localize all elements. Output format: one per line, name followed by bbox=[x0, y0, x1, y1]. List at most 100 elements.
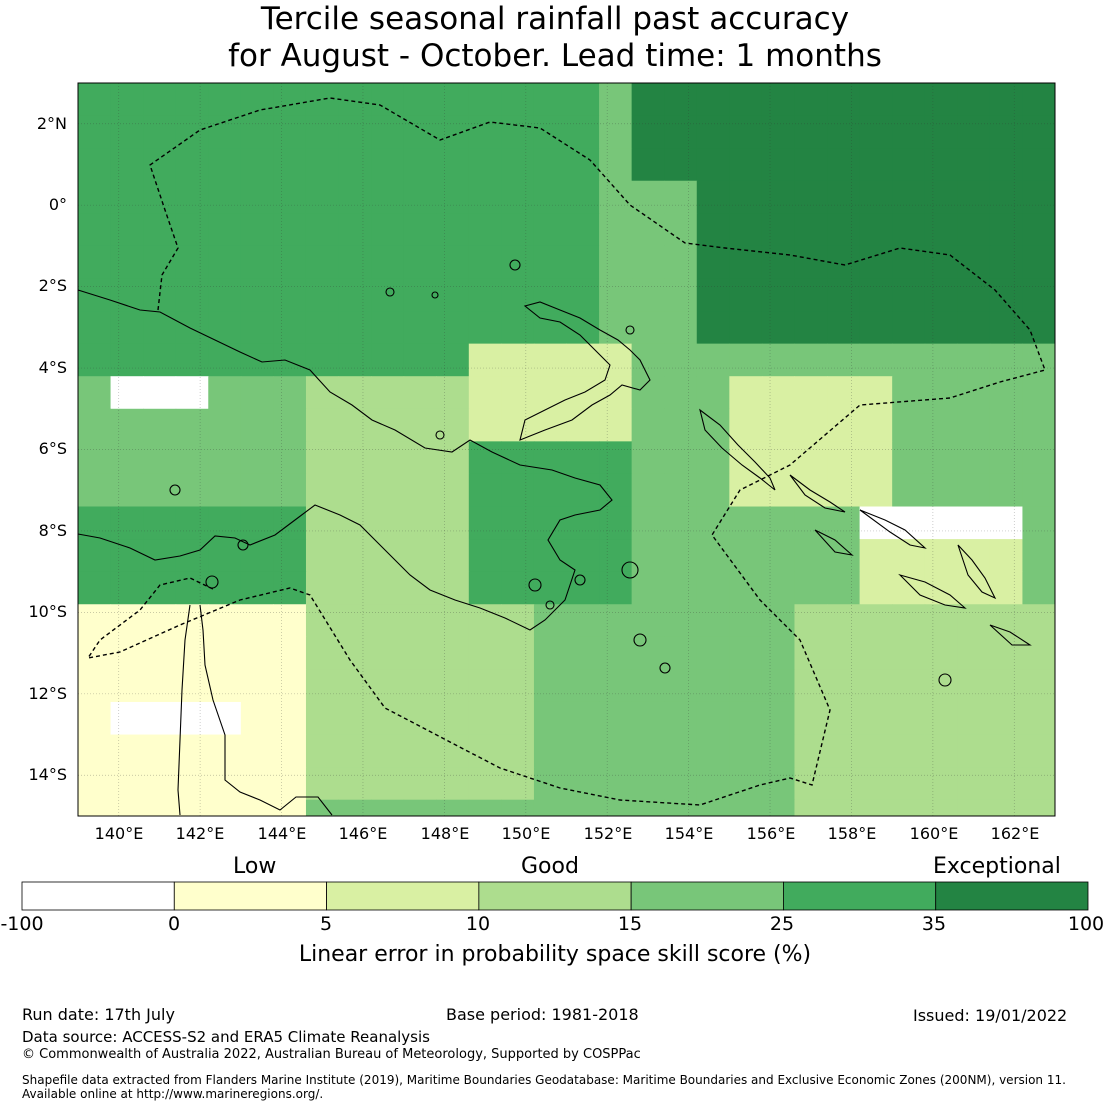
skill-cell bbox=[957, 278, 991, 312]
skill-cell bbox=[371, 734, 405, 768]
skill-cell bbox=[794, 115, 828, 149]
skill-cell bbox=[892, 767, 926, 801]
skill-cell bbox=[794, 376, 828, 410]
skill-cell bbox=[240, 408, 274, 442]
skill-cell bbox=[338, 441, 372, 475]
skill-cell bbox=[305, 213, 340, 247]
skill-cell bbox=[892, 473, 926, 508]
skill-cell bbox=[794, 767, 828, 801]
skill-cell bbox=[110, 799, 144, 817]
skill-cell bbox=[892, 311, 926, 345]
skill-cell bbox=[957, 376, 991, 410]
skill-cell bbox=[859, 83, 893, 117]
skill-cell bbox=[924, 278, 958, 312]
skill-cell bbox=[78, 799, 112, 817]
skill-cell bbox=[761, 408, 795, 442]
skill-cell bbox=[794, 180, 828, 214]
colorbar-label: Linear error in probability space skill … bbox=[298, 942, 812, 967]
skill-cell bbox=[827, 180, 861, 214]
skill-cell bbox=[566, 311, 600, 345]
base-period: Base period: 1981-2018 bbox=[446, 1005, 639, 1024]
skill-cell bbox=[78, 83, 112, 117]
skill-cell bbox=[761, 767, 795, 801]
lon-label-160e: 160°E bbox=[909, 824, 959, 843]
skill-cell bbox=[338, 83, 372, 117]
skill-cell bbox=[989, 376, 1023, 410]
colorbar-tick-6: 35 bbox=[921, 913, 947, 935]
skill-cell bbox=[403, 408, 437, 442]
skill-cell bbox=[729, 213, 763, 247]
skill-cell bbox=[533, 213, 567, 247]
skill-cell bbox=[664, 376, 698, 410]
skill-cell bbox=[338, 245, 372, 279]
skill-cell bbox=[892, 148, 926, 182]
skill-cell bbox=[631, 115, 665, 149]
skill-cell bbox=[78, 767, 112, 801]
skill-cell bbox=[305, 799, 340, 817]
skill-cell bbox=[729, 180, 763, 214]
skill-cell bbox=[338, 701, 372, 736]
lat-label-8s: 8°S bbox=[38, 521, 67, 540]
skill-cell bbox=[1022, 604, 1056, 638]
skill-cell bbox=[794, 539, 828, 573]
skill-cell bbox=[696, 604, 730, 638]
skill-cell bbox=[501, 506, 535, 540]
skill-cell bbox=[78, 506, 112, 540]
skill-cell bbox=[1022, 571, 1056, 605]
colorbar-segment bbox=[173, 881, 327, 911]
skill-cell bbox=[696, 148, 730, 182]
skill-cell bbox=[859, 376, 893, 410]
skill-cell bbox=[794, 278, 828, 312]
skill-cell bbox=[110, 441, 144, 475]
skill-cell bbox=[533, 311, 567, 345]
skill-cell bbox=[599, 213, 633, 247]
skill-cell bbox=[468, 441, 502, 475]
skill-cell bbox=[957, 180, 991, 214]
skill-cell bbox=[436, 148, 470, 182]
skill-cell bbox=[403, 441, 437, 475]
skill-cell bbox=[78, 213, 112, 247]
skill-cell bbox=[338, 180, 372, 214]
skill-cell bbox=[761, 278, 795, 312]
skill-cell bbox=[729, 441, 763, 475]
skill-cell bbox=[468, 245, 502, 279]
skill-cell bbox=[468, 506, 502, 540]
skill-cell bbox=[761, 376, 795, 410]
skill-cell bbox=[957, 506, 991, 540]
skill-cell bbox=[338, 343, 372, 377]
skill-cell bbox=[273, 278, 307, 312]
skill-cell bbox=[859, 636, 893, 670]
skill-cell bbox=[143, 473, 177, 508]
skill-cell bbox=[273, 441, 307, 475]
coastlines bbox=[77, 259, 1032, 816]
skill-cell bbox=[892, 376, 926, 410]
skill-cell bbox=[501, 539, 535, 573]
skill-cell bbox=[143, 343, 177, 377]
skill-cell bbox=[696, 376, 730, 410]
skill-cell bbox=[468, 115, 502, 149]
skill-cell bbox=[240, 473, 274, 508]
skill-cell bbox=[664, 408, 698, 442]
skill-cell bbox=[892, 213, 926, 247]
skill-cell bbox=[501, 473, 535, 508]
skill-cell bbox=[501, 343, 535, 377]
skill-cell bbox=[957, 473, 991, 508]
skill-cell bbox=[599, 343, 633, 377]
skill-cell bbox=[78, 148, 112, 182]
skill-cell bbox=[175, 83, 209, 117]
skill-cell bbox=[533, 669, 567, 703]
skill-cell bbox=[664, 767, 698, 801]
skill-cell bbox=[468, 408, 502, 442]
skill-cell bbox=[599, 571, 633, 605]
skill-cell bbox=[957, 408, 991, 442]
skill-cell bbox=[989, 604, 1023, 638]
skill-cell bbox=[566, 180, 600, 214]
colorbar bbox=[21, 881, 1089, 911]
skill-cell bbox=[761, 604, 795, 638]
skill-cell bbox=[240, 213, 274, 247]
skill-cell bbox=[501, 734, 535, 768]
skill-cell bbox=[859, 148, 893, 182]
skill-cell bbox=[305, 180, 340, 214]
skill-cell bbox=[924, 83, 958, 117]
skill-cell bbox=[631, 701, 665, 736]
